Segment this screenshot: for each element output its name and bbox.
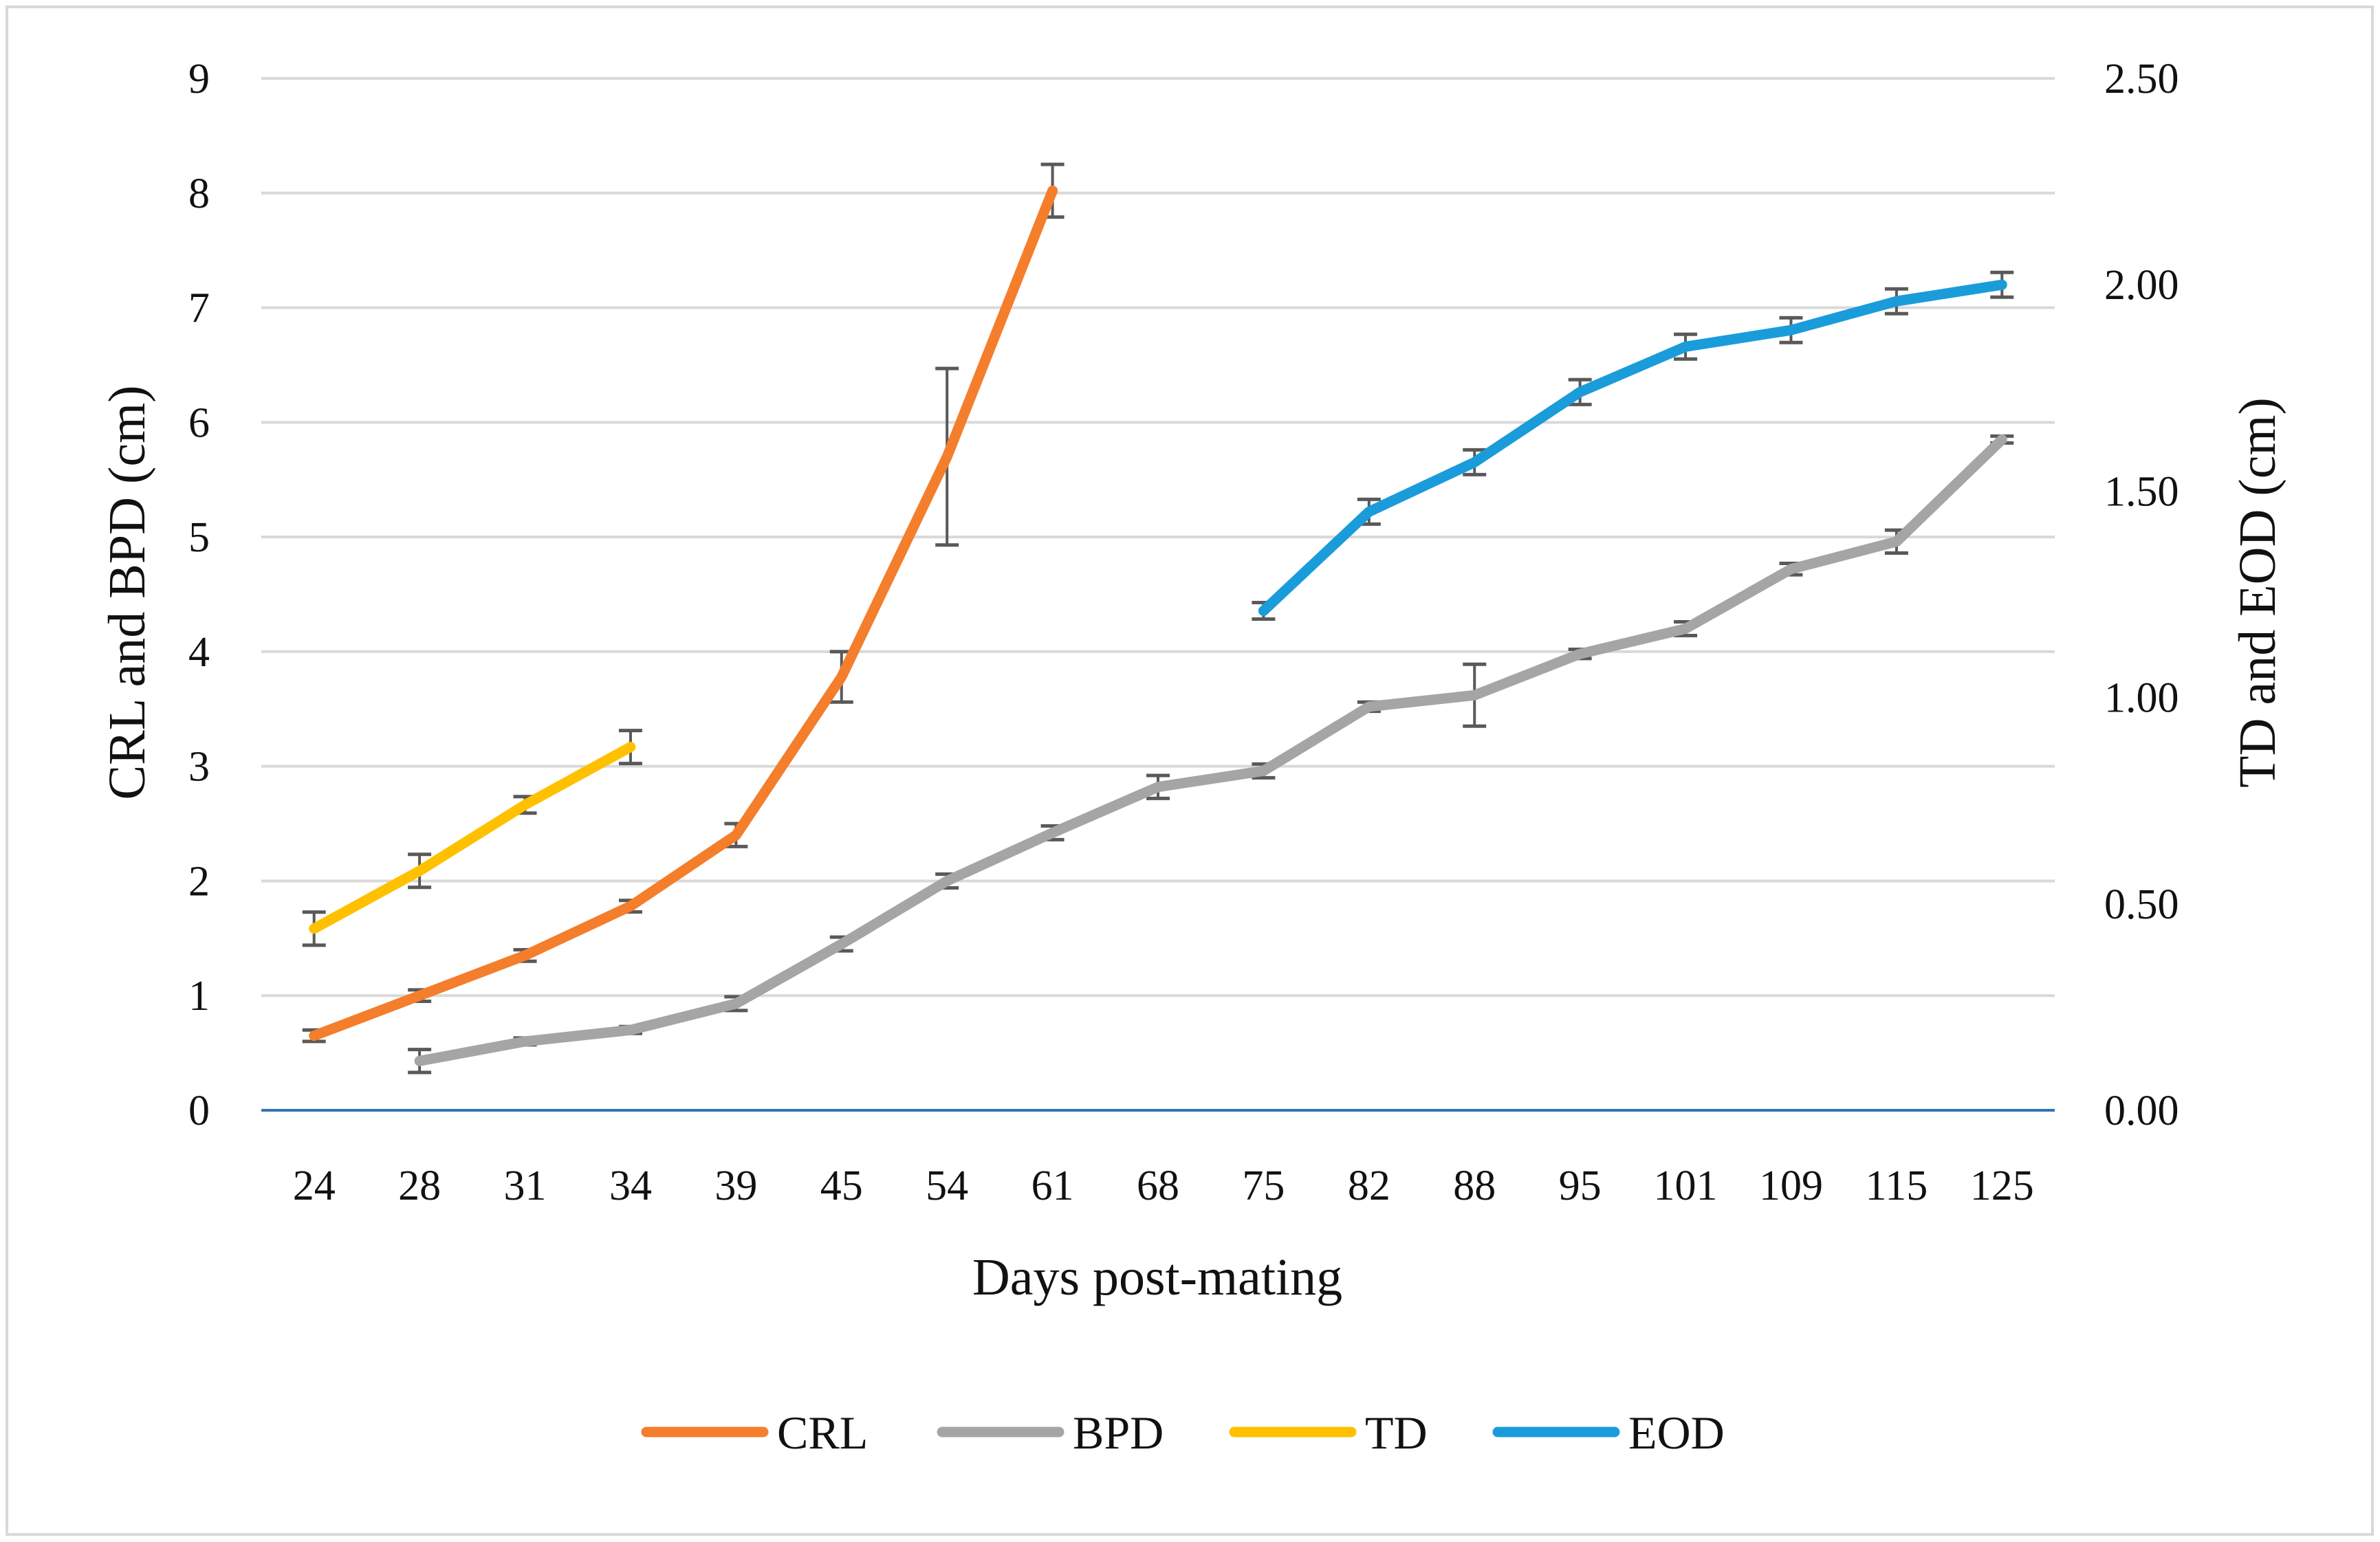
x-tick-label: 95 — [1559, 1163, 1602, 1209]
series-line-eod — [1258, 279, 2007, 616]
x-tick-label: 125 — [1970, 1163, 2034, 1209]
x-tick-label: 54 — [926, 1163, 968, 1209]
grid-layer — [261, 77, 2055, 1112]
y-tick-label: 8 — [188, 170, 210, 217]
x-tick-label: 31 — [504, 1163, 547, 1209]
x-tick-label: 115 — [1866, 1163, 1928, 1209]
x-tick-label: 82 — [1348, 1163, 1390, 1209]
legend-item-crl: CRL — [641, 1407, 868, 1459]
x-tick-label: 24 — [293, 1163, 336, 1209]
x-tick-label: 68 — [1137, 1163, 1179, 1209]
y-tick-label: 3 — [188, 744, 210, 791]
series-line-td — [309, 742, 636, 934]
y-tick-label: 0 — [188, 1088, 210, 1134]
legend-label: TD — [1365, 1407, 1428, 1459]
series-layer — [309, 185, 2007, 1066]
y-tick-label: 4 — [188, 629, 210, 676]
chart-border — [6, 5, 2374, 1536]
legend: CRL BPD TD EOD — [641, 1407, 1725, 1459]
legend-item-td: TD — [1229, 1407, 1428, 1459]
x-axis-title: Days post-mating — [972, 1248, 1342, 1306]
y2-tick-label: 1.00 — [2104, 675, 2179, 722]
x-tick-label: 34 — [609, 1163, 652, 1209]
y-tick-label: 7 — [188, 285, 210, 332]
y2-tick-label: 2.00 — [2104, 262, 2179, 309]
y-tick-label: 1 — [188, 973, 210, 1020]
x-tick-label: 75 — [1242, 1163, 1285, 1209]
y2-axis-title: TD and EOD (cm) — [2229, 397, 2286, 788]
legend-item-eod: EOD — [1492, 1407, 1725, 1459]
y2-tick-label: 2.50 — [2104, 56, 2179, 102]
x-tick-label: 28 — [398, 1163, 441, 1209]
y-axis-title: CRL and BPD (cm) — [98, 385, 156, 800]
x-tick-label: 101 — [1654, 1163, 1718, 1209]
legend-item-bpd: BPD — [937, 1407, 1164, 1459]
y-tick-label: 5 — [188, 514, 210, 561]
series-line-bpd — [414, 434, 2007, 1066]
x-tick-label: 45 — [820, 1163, 863, 1209]
legend-label: EOD — [1628, 1407, 1725, 1459]
x-tick-label: 109 — [1759, 1163, 1823, 1209]
y2-tick-label: 1.50 — [2104, 468, 2179, 515]
legend-label: CRL — [777, 1407, 868, 1459]
x-tick-label: 39 — [714, 1163, 757, 1209]
y-tick-label: 9 — [188, 56, 210, 102]
y-tick-label: 2 — [188, 858, 210, 905]
y-tick-label: 6 — [188, 399, 210, 446]
y2-tick-label: 0.00 — [2104, 1088, 2179, 1134]
y2-tick-label: 0.50 — [2104, 881, 2179, 928]
x-tick-label: 61 — [1031, 1163, 1074, 1209]
x-tick-label: 88 — [1453, 1163, 1496, 1209]
series-line-crl — [309, 185, 1058, 1042]
legend-label: BPD — [1073, 1407, 1164, 1459]
